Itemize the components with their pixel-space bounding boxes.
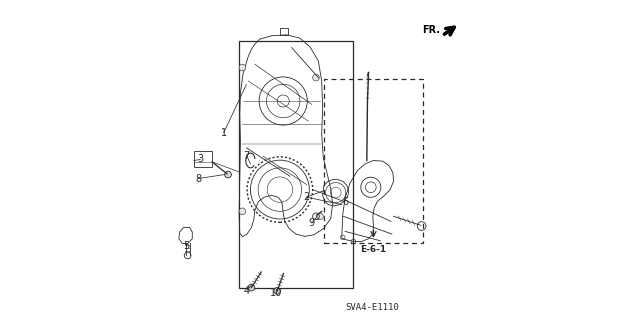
Circle shape — [313, 74, 319, 81]
Bar — [239, 41, 353, 288]
Text: 3: 3 — [197, 154, 204, 165]
Circle shape — [239, 64, 246, 71]
Circle shape — [317, 213, 323, 220]
Text: 1: 1 — [221, 128, 227, 138]
Circle shape — [248, 284, 255, 291]
Text: E-6-1: E-6-1 — [360, 245, 387, 254]
Text: FR.: FR. — [422, 25, 440, 35]
Circle shape — [274, 287, 280, 294]
Circle shape — [225, 171, 232, 178]
Text: SVA4-E1110: SVA4-E1110 — [345, 303, 399, 312]
Bar — [324, 79, 422, 243]
FancyArrowPatch shape — [445, 28, 454, 34]
Text: 10: 10 — [271, 288, 283, 298]
Text: 9: 9 — [308, 218, 315, 228]
Circle shape — [239, 208, 246, 215]
Text: 6: 6 — [342, 197, 348, 207]
Bar — [194, 151, 212, 167]
Text: 2: 2 — [303, 192, 309, 202]
Text: 8: 8 — [195, 174, 201, 183]
Text: 4: 4 — [244, 286, 250, 296]
Text: 7: 7 — [243, 151, 250, 161]
Text: 5: 5 — [183, 241, 189, 251]
